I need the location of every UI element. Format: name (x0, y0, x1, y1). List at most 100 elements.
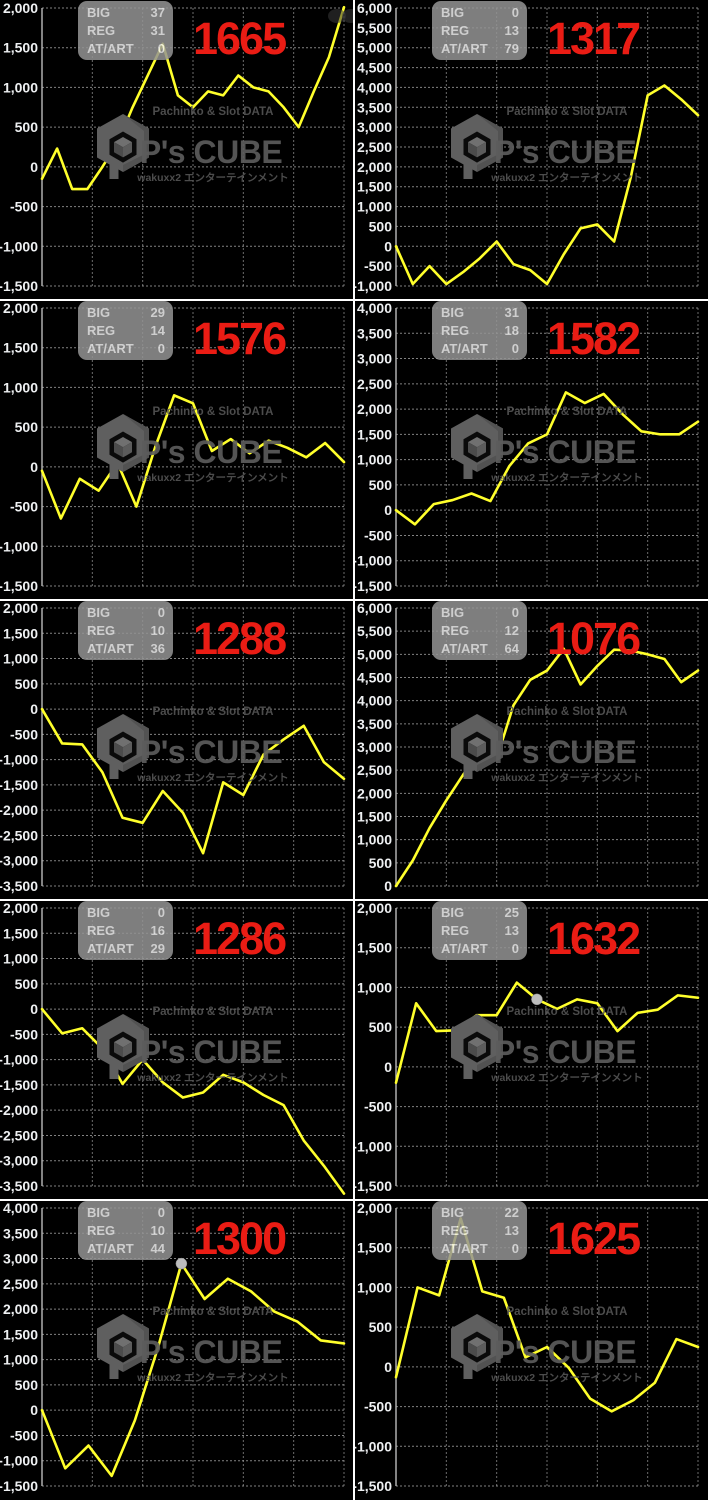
svg-text:wakuxx2 エンターテインメント: wakuxx2 エンターテインメント (490, 172, 642, 184)
svg-text:6,000: 6,000 (357, 600, 392, 616)
svg-text:-1,000: -1,000 (0, 1453, 38, 1469)
svg-text:-1,000: -1,000 (354, 1438, 392, 1454)
svg-text:-2,500: -2,500 (0, 827, 38, 843)
svg-text:5,000: 5,000 (357, 40, 392, 56)
svg-text:P's CUBE: P's CUBE (140, 734, 282, 770)
svg-text:500: 500 (369, 477, 393, 493)
svg-text:wakuxx2 エンターテインメント: wakuxx2 エンターテインメント (136, 472, 288, 484)
svg-text:wakuxx2 エンターテインメント: wakuxx2 エンターテインメント (490, 1072, 642, 1084)
svg-text:P's CUBE: P's CUBE (140, 1334, 282, 1370)
svg-text:P's CUBE: P's CUBE (494, 734, 636, 770)
svg-text:0: 0 (30, 1001, 38, 1017)
svg-text:P's CUBE: P's CUBE (140, 434, 282, 470)
svg-text:-1,500: -1,500 (0, 1478, 38, 1494)
svg-text:2,000: 2,000 (357, 401, 392, 417)
svg-text:0: 0 (384, 1059, 392, 1075)
svg-text:-500: -500 (364, 1399, 392, 1415)
svg-text:500: 500 (15, 976, 39, 992)
svg-text:2,000: 2,000 (3, 1301, 38, 1317)
svg-text:2,000: 2,000 (357, 900, 392, 916)
svg-text:2,000: 2,000 (3, 900, 38, 916)
svg-text:500: 500 (15, 119, 39, 135)
svg-text:3,500: 3,500 (3, 1225, 38, 1241)
svg-text:0: 0 (30, 701, 38, 717)
svg-text:500: 500 (369, 1019, 393, 1035)
svg-text:-1,000: -1,000 (0, 538, 38, 554)
svg-text:-1,000: -1,000 (354, 553, 392, 569)
svg-text:-2,500: -2,500 (0, 1127, 38, 1143)
svg-text:0: 0 (384, 1359, 392, 1375)
svg-text:1,000: 1,000 (357, 979, 392, 995)
svg-text:P's CUBE: P's CUBE (494, 134, 636, 170)
svg-text:Pachinko & Slot DATA: Pachinko & Slot DATA (153, 706, 274, 718)
svg-text:-1,000: -1,000 (354, 278, 392, 294)
svg-text:-2,000: -2,000 (0, 802, 38, 818)
svg-text:-1,500: -1,500 (0, 777, 38, 793)
svg-text:Pachinko & Slot DATA: Pachinko & Slot DATA (507, 706, 628, 718)
svg-text:500: 500 (369, 855, 393, 871)
svg-text:500: 500 (369, 218, 393, 234)
svg-text:4,000: 4,000 (357, 79, 392, 95)
svg-text:1,500: 1,500 (3, 340, 38, 356)
svg-text:1,000: 1,000 (3, 79, 38, 95)
svg-text:Pachinko & Slot DATA: Pachinko & Slot DATA (153, 406, 274, 418)
svg-text:wakuxx2 エンターテインメント: wakuxx2 エンターテインメント (136, 172, 288, 184)
svg-text:1,000: 1,000 (3, 951, 38, 967)
svg-text:3,500: 3,500 (357, 716, 392, 732)
svg-text:3,500: 3,500 (357, 325, 392, 341)
svg-text:wakuxx2 エンターテインメント: wakuxx2 エンターテインメント (490, 472, 642, 484)
svg-text:3,000: 3,000 (357, 351, 392, 367)
svg-text:500: 500 (369, 1319, 393, 1335)
svg-text:3,000: 3,000 (357, 119, 392, 135)
svg-text:3,000: 3,000 (357, 739, 392, 755)
svg-text:wakuxx2 エンターテインメント: wakuxx2 エンターテインメント (490, 772, 642, 784)
svg-text:P's CUBE: P's CUBE (140, 1034, 282, 1070)
svg-text:1,500: 1,500 (3, 625, 38, 641)
svg-text:2,000: 2,000 (357, 159, 392, 175)
svg-text:-1,500: -1,500 (0, 1077, 38, 1093)
svg-text:-1,500: -1,500 (0, 278, 38, 294)
svg-text:-3,500: -3,500 (0, 878, 38, 894)
svg-text:-1,500: -1,500 (354, 578, 392, 594)
svg-text:3,000: 3,000 (3, 1251, 38, 1267)
svg-text:1,000: 1,000 (357, 832, 392, 848)
svg-text:0: 0 (384, 238, 392, 254)
svg-text:1,500: 1,500 (357, 179, 392, 195)
svg-text:1,500: 1,500 (3, 1326, 38, 1342)
svg-text:-500: -500 (364, 1099, 392, 1115)
svg-text:5,500: 5,500 (357, 623, 392, 639)
svg-text:4,500: 4,500 (357, 670, 392, 686)
svg-text:500: 500 (15, 419, 39, 435)
svg-text:4,500: 4,500 (357, 60, 392, 76)
svg-text:-500: -500 (364, 258, 392, 274)
svg-text:-1,500: -1,500 (354, 1478, 392, 1494)
svg-text:2,000: 2,000 (357, 1200, 392, 1216)
svg-text:0: 0 (384, 878, 392, 894)
svg-text:1,000: 1,000 (357, 199, 392, 215)
svg-text:wakuxx2 エンターテインメント: wakuxx2 エンターテインメント (490, 1372, 642, 1384)
svg-text:2,500: 2,500 (357, 376, 392, 392)
svg-text:500: 500 (15, 1377, 39, 1393)
svg-text:2,500: 2,500 (357, 139, 392, 155)
svg-text:2,000: 2,000 (3, 0, 38, 16)
svg-text:3,500: 3,500 (357, 99, 392, 115)
svg-text:2,500: 2,500 (3, 1276, 38, 1292)
svg-text:-3,000: -3,000 (0, 1153, 38, 1169)
svg-text:Pachinko & Slot DATA: Pachinko & Slot DATA (507, 406, 628, 418)
svg-text:-3,500: -3,500 (0, 1178, 38, 1194)
svg-text:-500: -500 (10, 726, 38, 742)
svg-text:-500: -500 (10, 199, 38, 215)
svg-text:0: 0 (384, 502, 392, 518)
svg-text:1,000: 1,000 (357, 452, 392, 468)
svg-text:Pachinko & Slot DATA: Pachinko & Slot DATA (507, 106, 628, 118)
svg-text:1,500: 1,500 (3, 925, 38, 941)
svg-text:-1,000: -1,000 (0, 1052, 38, 1068)
svg-text:-500: -500 (364, 527, 392, 543)
svg-text:Pachinko & Slot DATA: Pachinko & Slot DATA (507, 1006, 628, 1018)
svg-text:P's CUBE: P's CUBE (494, 1034, 636, 1070)
svg-text:1,500: 1,500 (357, 940, 392, 956)
svg-text:1,500: 1,500 (357, 809, 392, 825)
svg-text:P's CUBE: P's CUBE (494, 434, 636, 470)
svg-text:1,500: 1,500 (357, 1240, 392, 1256)
svg-text:wakuxx2 エンターテインメント: wakuxx2 エンターテインメント (136, 1072, 288, 1084)
